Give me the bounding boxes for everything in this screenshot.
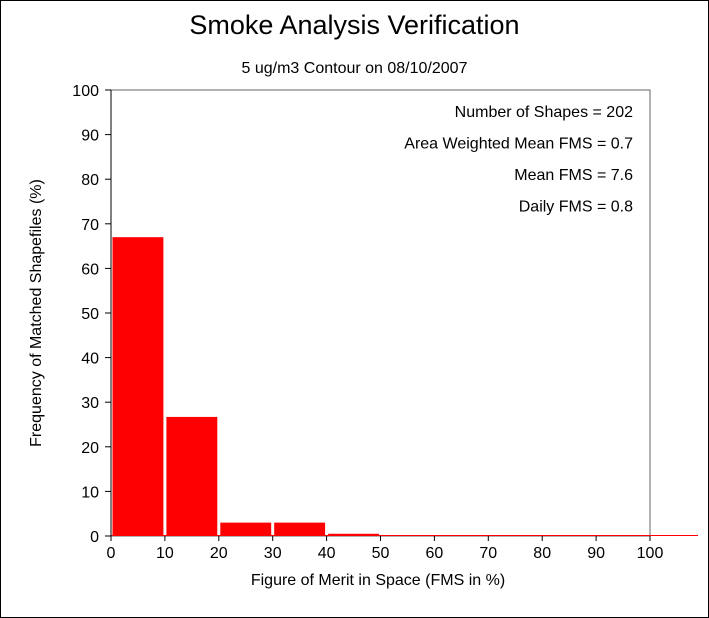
- x-tick-label-6: 60: [426, 545, 444, 562]
- bar-0: [112, 237, 164, 536]
- x-tick-label-9: 90: [587, 545, 605, 562]
- bar-1: [166, 416, 218, 536]
- bar-4: [328, 533, 379, 536]
- annotation-1: Area Weighted Mean FMS = 0.7: [404, 136, 633, 153]
- x-tick-label-10: 100: [637, 545, 664, 562]
- x-tick-label-3: 30: [264, 545, 282, 562]
- bar-3: [274, 522, 326, 536]
- y-tick-label-2: 20: [81, 440, 99, 457]
- y-tick-label-7: 70: [81, 217, 99, 234]
- y-tick-label-9: 90: [81, 128, 99, 145]
- x-tick-label-4: 40: [318, 545, 336, 562]
- x-tick-label-0: 0: [107, 545, 116, 562]
- axes-group: 0 10 20 30 40 50 60 70 80 90 100 0 10 20 30 40 50 60 70 80 9…: [72, 83, 663, 562]
- chart-title: Smoke Analysis Verification: [189, 10, 520, 40]
- y-tick-label-8: 80: [81, 172, 99, 189]
- y-axis-label: Frequency of Matched Shapefiles (%): [28, 179, 45, 447]
- x-tick-label-2: 20: [210, 545, 228, 562]
- bar-2: [220, 522, 272, 536]
- x-tick-label-1: 10: [156, 545, 174, 562]
- annotation-0: Number of Shapes = 202: [455, 104, 633, 121]
- x-tick-label-7: 70: [479, 545, 497, 562]
- bars-group: [111, 237, 698, 536]
- annotation-2: Mean FMS = 7.6: [514, 167, 633, 184]
- annotations-group: Number of Shapes = 202 Area Weighted Mean…: [404, 104, 633, 216]
- x-tick-label-5: 50: [372, 545, 390, 562]
- y-tick-label-5: 50: [81, 306, 99, 323]
- chart-subtitle: 5 ug/m3 Contour on 08/10/2007: [241, 60, 468, 77]
- y-tick-label-6: 60: [81, 261, 99, 278]
- x-tick-label-8: 80: [533, 545, 551, 562]
- x-axis-label: Figure of Merit in Space (FMS in %): [251, 572, 505, 589]
- y-tick-label-4: 40: [81, 351, 99, 368]
- y-tick-label-0: 0: [90, 529, 99, 546]
- y-tick-label-3: 30: [81, 395, 99, 412]
- y-tick-label-1: 10: [81, 484, 99, 501]
- annotation-3: Daily FMS = 0.8: [519, 199, 633, 216]
- y-tick-label-10: 100: [72, 83, 99, 100]
